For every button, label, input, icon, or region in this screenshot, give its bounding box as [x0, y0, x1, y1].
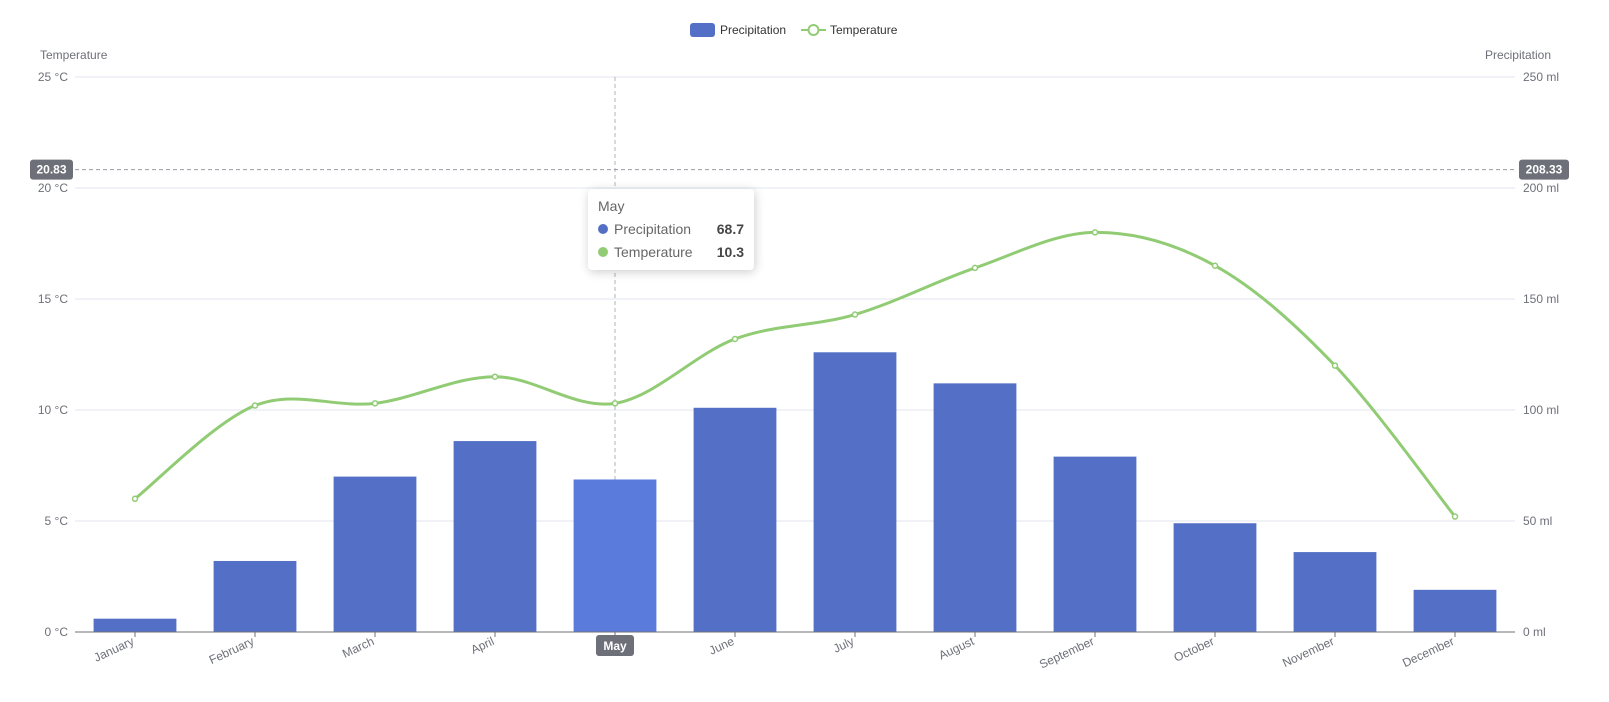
bar-precipitation[interactable] — [1173, 523, 1257, 632]
x-tick-label: January — [92, 634, 137, 665]
bar-precipitation[interactable] — [333, 476, 417, 632]
x-tick-label: November — [1280, 634, 1336, 670]
legend-label-precipitation: Precipitation — [720, 23, 786, 37]
x-tick-label: September — [1037, 634, 1096, 671]
legend-item-precipitation[interactable]: Precipitation — [690, 23, 786, 37]
y-left-tick-label: 0 °C — [45, 625, 69, 639]
axis-pointer-horizontal: May 20.83 208.33 — [30, 159, 1569, 656]
x-tick-label: February — [207, 634, 256, 667]
bar-precipitation[interactable] — [693, 407, 777, 632]
point-temperature[interactable] — [611, 400, 619, 407]
point-temperature[interactable] — [1211, 262, 1219, 269]
legend-swatch-bar — [690, 23, 715, 37]
point-temperature[interactable] — [1091, 229, 1099, 236]
legend-item-temperature[interactable]: Temperature — [801, 23, 898, 37]
y-right-tick-label: 50 ml — [1523, 514, 1552, 528]
point-temperature[interactable] — [1451, 513, 1459, 520]
bar-precipitation[interactable] — [453, 441, 537, 632]
point-temperature[interactable] — [251, 402, 259, 409]
point-temperature[interactable] — [971, 264, 979, 272]
bar-precipitation[interactable] — [573, 479, 657, 632]
grid-lines — [75, 76, 1515, 522]
tooltip-series-name: Precipitation — [614, 221, 692, 237]
axis-pointer-x-label: May — [603, 639, 627, 653]
x-tick-label: June — [707, 634, 737, 658]
y-left-tick-label: 5 °C — [45, 514, 69, 528]
bar-precipitation[interactable] — [813, 352, 897, 632]
point-temperature[interactable] — [371, 400, 379, 407]
y-right-tick-label: 100 ml — [1523, 403, 1559, 417]
tooltip-series-name: Temperature — [614, 244, 693, 260]
y-left-tick-label: 10 °C — [38, 403, 68, 417]
tooltip-dot-icon — [598, 224, 608, 234]
tooltip-row-precipitation: Precipitation 68.7 — [598, 220, 744, 238]
x-tick-label: December — [1400, 634, 1456, 670]
line-temperature[interactable] — [134, 230, 1457, 518]
axis-pointer-x-label-bg — [596, 635, 634, 656]
bar-precipitation[interactable] — [1293, 552, 1377, 632]
tooltip-series-value: 10.3 — [716, 244, 744, 260]
point-temperature[interactable] — [131, 495, 139, 503]
axis-pointer-right-label-bg — [1519, 159, 1569, 180]
x-tick-label: April — [469, 634, 497, 657]
axis-pointer-left-label-bg — [30, 159, 73, 180]
tooltip-series-value: 68.7 — [716, 221, 744, 237]
bar-precipitation[interactable] — [933, 383, 1017, 632]
x-tick-label: March — [340, 634, 376, 661]
bar-precipitation[interactable] — [213, 560, 297, 632]
legend-label-temperature: Temperature — [830, 23, 898, 37]
tooltip-dot-icon — [598, 247, 608, 257]
point-temperature[interactable] — [491, 373, 499, 380]
y-left-axis-title: Temperature — [40, 48, 108, 62]
y-right-tick-label: 0 ml — [1523, 625, 1546, 639]
bar-precipitation[interactable] — [1053, 456, 1137, 632]
tooltip-title: May — [598, 198, 625, 214]
y-right-axis-title: Precipitation — [1485, 48, 1551, 62]
x-tick-label: October — [1172, 634, 1217, 665]
point-temperature[interactable] — [1331, 362, 1339, 369]
y-right-tick-label: 200 ml — [1523, 181, 1559, 195]
tooltip: May Precipitation 68.7 Temperature 10.3 — [588, 189, 754, 270]
y-right-tick-label: 250 ml — [1523, 70, 1559, 84]
axis-pointer-left-label: 20.83 — [36, 163, 66, 177]
temperature-line[interactable] — [131, 229, 1459, 520]
y-left-tick-label: 20 °C — [38, 181, 68, 195]
bar-precipitation[interactable] — [1413, 589, 1497, 632]
legend[interactable]: Precipitation Temperature — [690, 23, 898, 37]
precipitation-bars[interactable] — [93, 352, 1497, 632]
point-temperature[interactable] — [851, 311, 859, 318]
bar-precipitation[interactable] — [93, 618, 177, 632]
x-tick-label: July — [831, 634, 856, 656]
tooltip-row-temperature: Temperature 10.3 — [598, 243, 744, 261]
y-left-tick-label: 15 °C — [38, 292, 68, 306]
axis-pointer-right-label: 208.33 — [1526, 163, 1563, 177]
x-tick-label: August — [936, 634, 976, 663]
legend-swatch-symbol — [807, 24, 820, 36]
point-temperature[interactable] — [731, 335, 739, 343]
y-left-tick-label: 25 °C — [38, 70, 68, 84]
y-right-tick-label: 150 ml — [1523, 292, 1559, 306]
